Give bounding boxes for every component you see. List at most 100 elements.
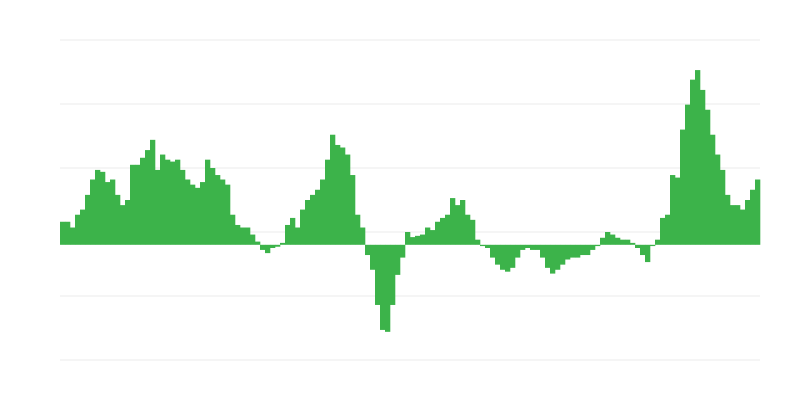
bar — [205, 159, 211, 245]
bar — [665, 214, 671, 245]
bar — [290, 217, 296, 245]
bar — [330, 134, 336, 245]
bar — [750, 189, 756, 245]
bar — [655, 239, 661, 245]
bar — [545, 244, 551, 268]
bar — [570, 244, 576, 258]
bar — [560, 244, 566, 265]
bar — [190, 184, 196, 245]
bar — [435, 221, 441, 245]
bar — [650, 244, 656, 247]
bar — [680, 129, 686, 245]
bar — [80, 209, 86, 245]
bar — [755, 179, 761, 245]
bar — [395, 244, 401, 275]
bar — [280, 242, 286, 245]
bar — [420, 234, 426, 245]
bar — [255, 241, 261, 245]
bar — [60, 221, 66, 245]
bar — [635, 244, 641, 248]
bar — [470, 219, 476, 245]
bar — [520, 244, 526, 250]
bar — [370, 244, 376, 270]
bar — [210, 168, 216, 245]
bar — [70, 227, 76, 245]
bar — [725, 194, 731, 245]
bar — [745, 200, 751, 245]
bar — [530, 244, 536, 250]
bar — [185, 179, 191, 245]
bar — [170, 161, 176, 245]
bar — [625, 239, 631, 245]
bar — [500, 244, 506, 270]
bar — [270, 244, 276, 248]
bar — [415, 235, 421, 245]
bar — [360, 227, 366, 245]
bar — [105, 182, 111, 245]
bar — [715, 154, 721, 245]
bar — [135, 164, 141, 245]
bar — [295, 227, 301, 245]
bar — [640, 244, 646, 256]
bar — [550, 244, 556, 274]
bar — [605, 232, 611, 245]
bar — [440, 217, 446, 245]
bar — [65, 221, 71, 245]
bar — [235, 224, 241, 245]
bar — [85, 194, 91, 245]
bar — [645, 244, 651, 263]
bar — [365, 244, 371, 256]
bar — [565, 244, 571, 260]
bar — [325, 159, 331, 245]
bar — [535, 244, 541, 250]
bar — [240, 227, 246, 245]
bar — [115, 194, 121, 245]
bar — [620, 239, 626, 245]
bar — [120, 205, 126, 245]
bar — [730, 205, 736, 245]
bar — [660, 217, 666, 245]
bar — [260, 244, 266, 250]
bar — [585, 244, 591, 256]
bar — [705, 109, 711, 245]
bar — [430, 230, 436, 245]
bar — [160, 154, 166, 245]
bar — [490, 244, 496, 258]
bar — [335, 144, 341, 245]
bar — [685, 104, 691, 245]
bar — [380, 244, 386, 330]
bar — [720, 169, 726, 245]
bar — [485, 244, 491, 248]
bar — [595, 244, 601, 247]
bar — [140, 157, 146, 245]
bar — [740, 209, 746, 245]
bar — [150, 139, 156, 245]
bar — [215, 175, 221, 245]
bar — [425, 227, 431, 245]
bar — [155, 169, 161, 245]
bar — [630, 242, 636, 245]
bar — [495, 244, 501, 265]
bar — [555, 244, 561, 270]
bar — [385, 244, 391, 332]
bar — [610, 234, 616, 245]
bar — [480, 244, 486, 247]
bar — [355, 214, 361, 245]
bar — [390, 244, 396, 305]
bar — [340, 147, 346, 245]
bar — [90, 179, 96, 245]
bar — [505, 244, 511, 272]
bar — [590, 244, 596, 250]
bar — [195, 187, 201, 245]
bar — [475, 239, 481, 245]
bar — [710, 134, 716, 245]
bar — [615, 237, 621, 245]
bar — [525, 244, 531, 248]
bar — [575, 244, 581, 258]
bar — [405, 232, 411, 245]
bar — [200, 182, 206, 245]
bar — [285, 224, 291, 245]
bar — [310, 194, 316, 245]
bar — [75, 214, 81, 245]
